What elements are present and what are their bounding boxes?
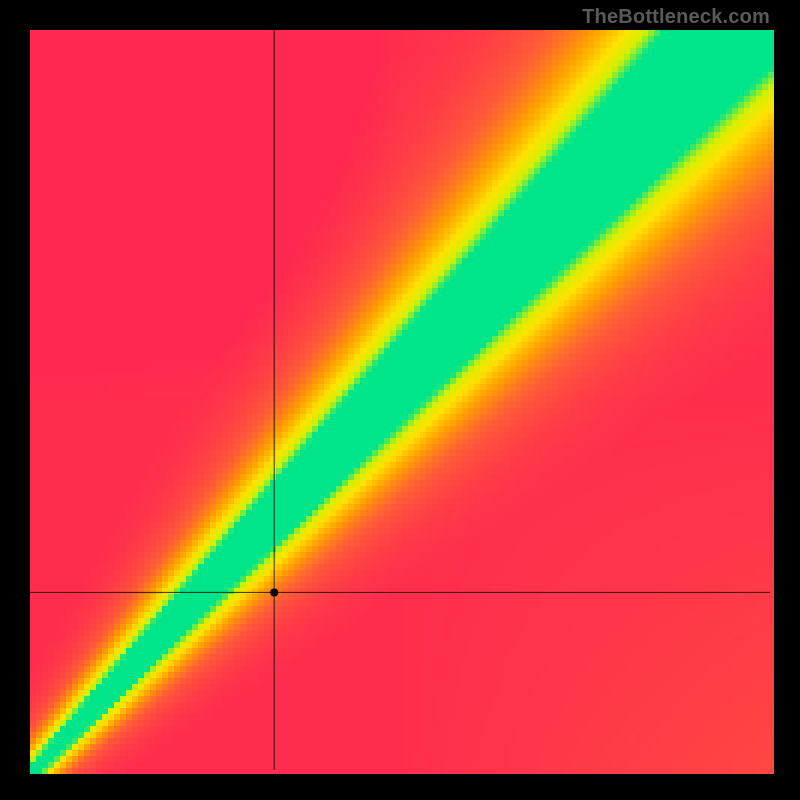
watermark-text: TheBottleneck.com [582, 6, 770, 29]
chart-container: TheBottleneck.com [0, 0, 800, 800]
bottleneck-heatmap [0, 0, 800, 800]
